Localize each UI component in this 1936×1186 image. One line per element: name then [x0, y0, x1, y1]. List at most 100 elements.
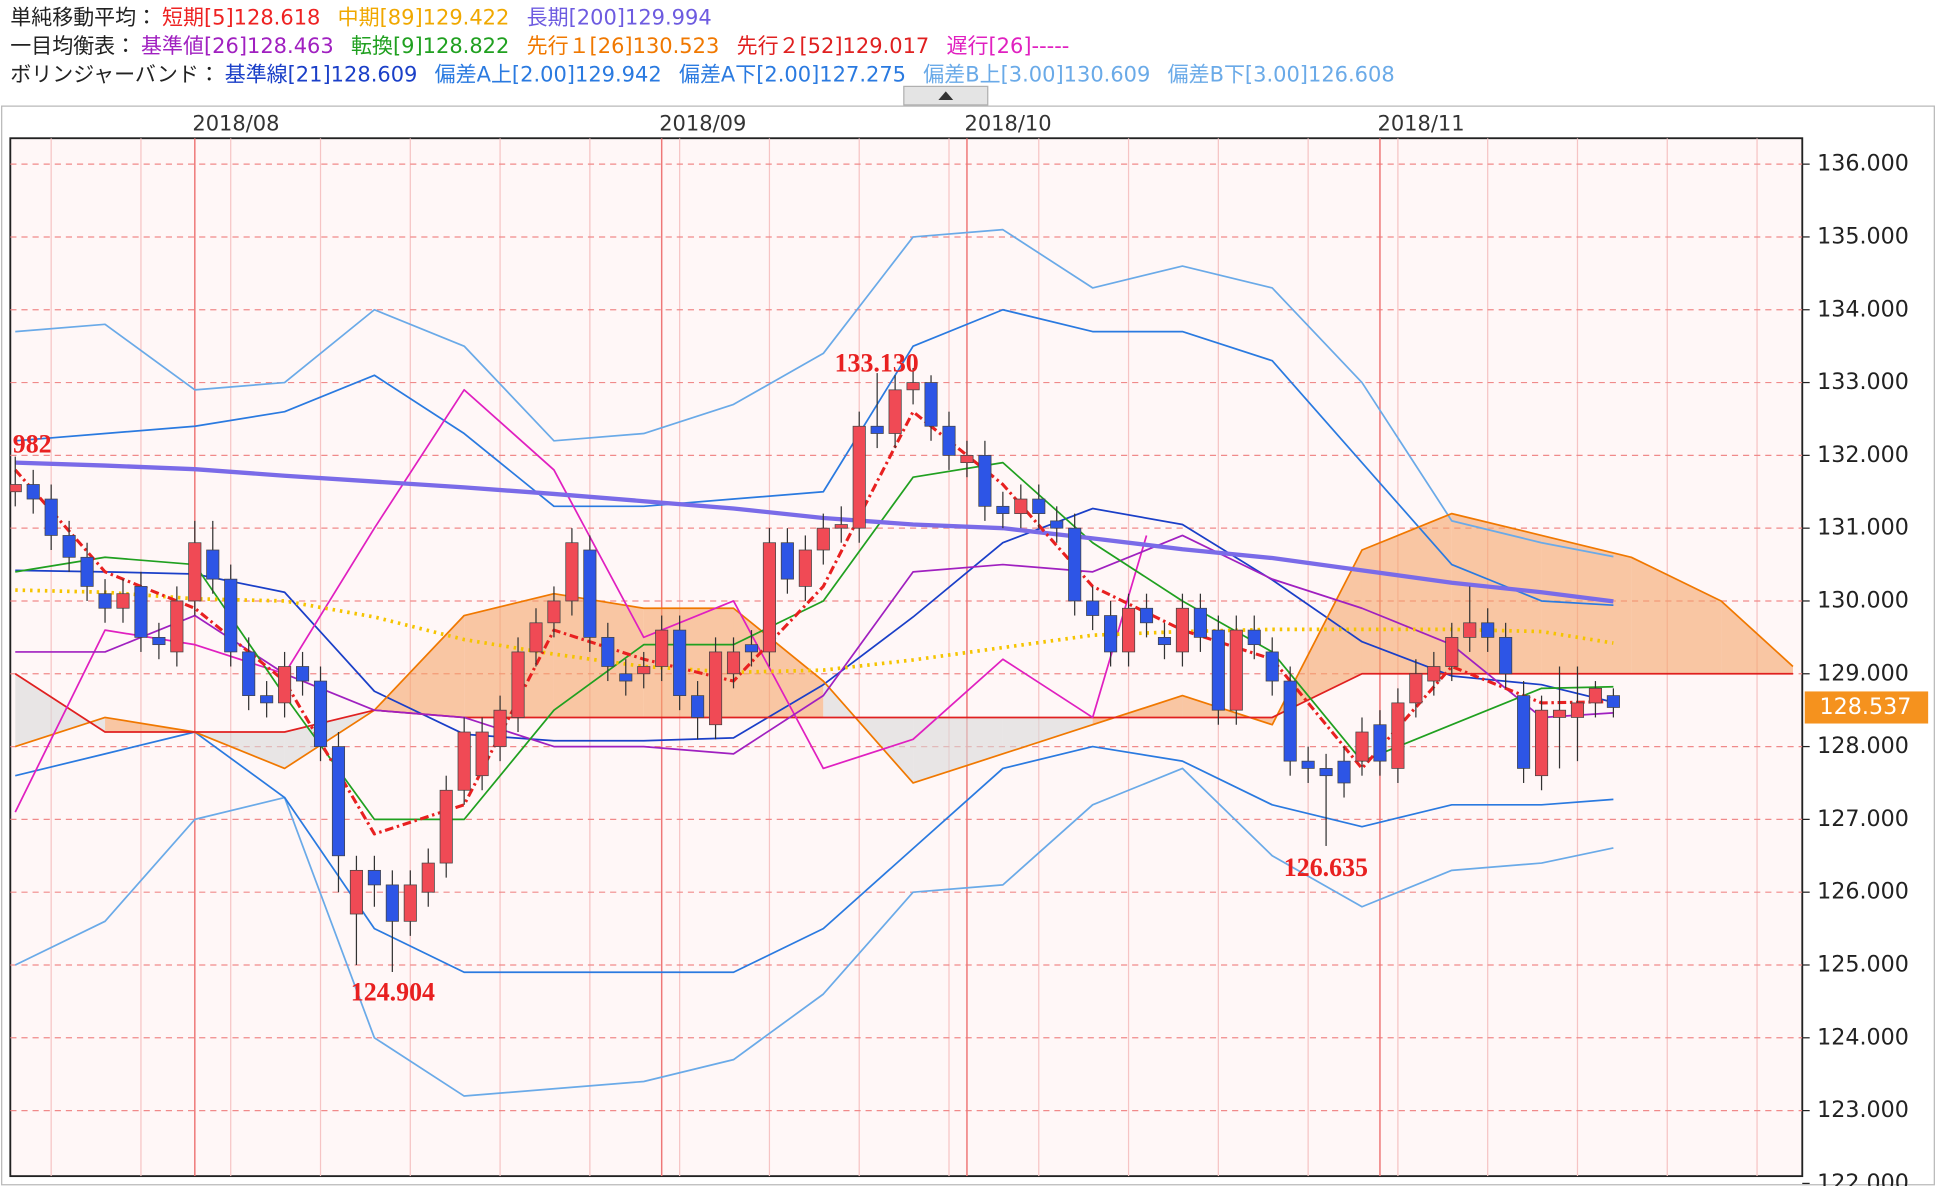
indicator-line: [15, 228, 1614, 558]
indicator-line: [14, 512, 1794, 784]
candle-body: [1014, 498, 1028, 514]
candle-body: [834, 524, 848, 529]
candle-body: [98, 593, 112, 609]
legend-title: ボリンジャーバンド：: [10, 62, 219, 86]
indicator-line: [14, 388, 1148, 813]
x-tick-label: 2018/08: [192, 112, 279, 136]
candle-body: [1068, 527, 1082, 602]
legend-label: 短期[5]: [162, 6, 234, 30]
legend-label: 中期[89]: [338, 6, 423, 30]
indicator-line: [15, 507, 1614, 742]
cloud-segment: [733, 608, 824, 718]
legend-value: 129.942: [575, 62, 662, 86]
candle-body: [673, 629, 687, 696]
candle-body: [1570, 702, 1585, 718]
candle-body: [313, 680, 328, 747]
legend-row: 一目均衡表： 基準値[26]128.463 転換[9]128.822 先行１[26]1…: [10, 34, 1069, 58]
legend-title: 一目均衡表：: [10, 34, 136, 58]
x-tick-label: 2018/09: [659, 112, 746, 136]
y-tick-label: 128.000: [1817, 733, 1909, 759]
candle-body: [691, 695, 705, 718]
candle-body: [924, 382, 938, 427]
candle-body: [80, 556, 94, 587]
legend-value: 128.463: [247, 34, 334, 58]
legend-value: 129.994: [625, 6, 712, 30]
candle-body: [206, 549, 220, 580]
legend-label: 先行１[26]: [527, 34, 633, 58]
candle-body: [1427, 666, 1441, 682]
candle-body: [529, 622, 543, 653]
legend-value: 130.523: [633, 34, 720, 58]
annotation: 124.904: [351, 978, 435, 1007]
candle-body: [296, 666, 310, 682]
y-tick-label: 134.000: [1817, 296, 1909, 322]
candle-body: [242, 651, 256, 696]
candle-body: [260, 695, 274, 704]
candle-body: [62, 535, 76, 558]
collapse-button[interactable]: [903, 85, 989, 106]
y-tick-label: 125.000: [1817, 951, 1909, 977]
x-tick-label: 2018/10: [964, 112, 1051, 136]
candle-body: [385, 884, 399, 922]
candle-body: [170, 600, 184, 653]
legend-label: 偏差A上[2.00]: [435, 62, 575, 86]
candle-body: [1337, 760, 1351, 784]
legend-value: 128.609: [331, 62, 418, 86]
indicator-line: [15, 731, 1614, 974]
last-price-label: 128.537: [1820, 694, 1912, 720]
indicator-line: [15, 308, 1614, 607]
candle-body: [188, 542, 202, 602]
candle-body: [1535, 709, 1549, 777]
candle-body: [547, 600, 561, 624]
candle-body: [1409, 673, 1423, 704]
candle-body: [26, 484, 40, 500]
legend-value: 130.609: [1064, 62, 1151, 86]
candle-body: [349, 869, 363, 915]
candle-body: [637, 666, 651, 675]
cloud-segment: [374, 615, 465, 718]
y-tick-label: 127.000: [1817, 806, 1909, 832]
legend-label: 基準値[26]: [141, 34, 247, 58]
candle-body: [655, 629, 669, 667]
y-tick-label: 132.000: [1817, 442, 1909, 468]
candle-body: [978, 454, 992, 507]
y-tick-label: 130.000: [1817, 587, 1909, 613]
legend-value: -----: [1032, 34, 1070, 58]
candle-body: [493, 709, 507, 747]
cloud-segment: [1002, 717, 1093, 754]
candle-body: [1499, 637, 1513, 675]
candle-body: [726, 651, 741, 675]
y-tick-label: 135.000: [1817, 223, 1909, 249]
candle-body: [10, 484, 22, 493]
collapse-arrow[interactable]: [938, 91, 954, 100]
candle-body: [1247, 629, 1261, 646]
candle-body: [583, 549, 597, 638]
candle-body: [1175, 607, 1189, 653]
candle-body: [152, 637, 166, 646]
y-tick-label: 122.000: [1817, 1170, 1909, 1186]
legend-label: 偏差A下[2.00]: [679, 62, 819, 86]
candle-body: [116, 593, 130, 609]
candle-body: [1606, 695, 1620, 708]
legend-value: 128.822: [423, 34, 510, 58]
candle-body: [798, 549, 812, 587]
y-tick-label: 131.000: [1817, 515, 1909, 541]
candle-body: [1032, 498, 1046, 514]
candle-body: [870, 425, 884, 434]
legend-value: 128.618: [234, 6, 321, 30]
candle-body: [1319, 768, 1333, 777]
candle-body: [1122, 607, 1136, 653]
legend-value: 129.422: [423, 6, 510, 30]
candle-body: [1391, 702, 1405, 769]
cloud-segment: [913, 717, 1003, 783]
candle-body: [1157, 637, 1172, 646]
candle-body: [1139, 607, 1154, 624]
candle-body: [278, 666, 292, 704]
indicator-line: [14, 410, 1614, 836]
legend-label: 基準線[21]: [225, 62, 331, 86]
candle-body: [1086, 600, 1100, 616]
plot: [10, 138, 1803, 1177]
candle-body: [331, 746, 346, 857]
